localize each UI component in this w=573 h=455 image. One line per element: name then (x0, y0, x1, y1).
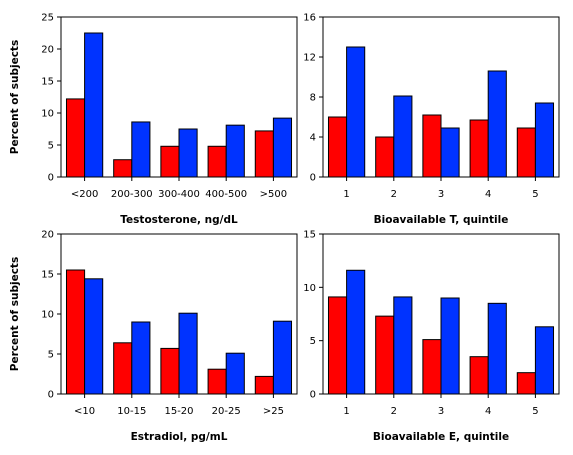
x-tick-label: 2 (391, 189, 397, 200)
y-tick-label: 20 (41, 230, 54, 241)
x-tick-label: 10-15 (117, 406, 146, 417)
y-tick-label: 15 (303, 230, 316, 241)
y-tick-label: 0 (48, 173, 54, 184)
bar-series-b (393, 95, 413, 178)
y-tick-label: 5 (310, 336, 316, 347)
y-tick-label: 0 (310, 173, 316, 184)
plot-frame (60, 16, 298, 178)
chart-panel-3: <10 10-15 15-20 20-25 >25 0 5 10 15 20 Estradiol, … (9, 230, 298, 443)
x-tick-label: 1 (343, 406, 349, 417)
x-tick-label: 200-300 (111, 189, 153, 200)
y-axis-title: Percent of subjects (9, 257, 21, 371)
y-tick-label: 12 (303, 53, 316, 64)
bar-series-b (84, 278, 104, 395)
y-tick-label: 0 (48, 390, 54, 401)
x-tick-label: 5 (532, 406, 538, 417)
x-tick-label: 300-400 (158, 189, 200, 200)
x-tick-label: 1 (343, 189, 349, 200)
bar-series-a (160, 145, 180, 178)
bar-series-a (254, 375, 274, 395)
bar-series-b (346, 46, 366, 178)
x-tick-label: 20-25 (212, 406, 241, 417)
bar-series-a (254, 130, 274, 178)
x-tick-label: 3 (438, 406, 444, 417)
bar-series-a (65, 98, 86, 178)
bar-series-a (65, 269, 86, 395)
x-axis-title: Testosterone, ng/dL (120, 214, 238, 226)
bar-series-a (113, 342, 133, 395)
bar-series-b (272, 117, 293, 178)
y-tick-label: 10 (41, 310, 54, 321)
bar-series-b (440, 127, 460, 178)
bar-series-a (327, 116, 348, 178)
bar-series-a (469, 356, 489, 395)
x-tick-label: 15-20 (164, 406, 193, 417)
y-tick-label: 16 (303, 13, 316, 24)
x-axis-title: Bioavailable T, quintile (374, 214, 509, 226)
y-tick-label: 5 (48, 141, 54, 152)
bar-series-a (469, 119, 489, 178)
plot-frame (322, 233, 560, 395)
bar-series-b (487, 302, 507, 395)
y-tick-label: 8 (310, 93, 316, 104)
y-tick-label: 25 (41, 13, 54, 24)
bar-series-a (160, 347, 180, 395)
y-tick-label: 15 (41, 77, 54, 88)
x-tick-label: >500 (260, 189, 287, 200)
x-tick-label: 4 (485, 406, 491, 417)
y-tick-label: 10 (41, 109, 54, 120)
bar-series-a (516, 127, 536, 178)
bar-series-b (487, 70, 507, 178)
bar-series-b (131, 121, 151, 178)
bar-series-b (225, 352, 245, 395)
x-axis-title: Bioavailable E, quintile (373, 431, 509, 443)
bar-series-b (225, 124, 245, 178)
bar-series-b (346, 269, 366, 395)
bar-series-b (178, 312, 198, 395)
bar-series-a (422, 339, 442, 395)
bar-series-a (375, 136, 395, 178)
bar-series-b (440, 297, 460, 395)
y-axis-title: Percent of subjects (9, 40, 21, 154)
y-tick-label: 5 (48, 350, 54, 361)
y-tick-label: 15 (41, 270, 54, 281)
bar-series-a (207, 368, 227, 395)
bar-series-b (84, 32, 104, 178)
chart-panel-4: 1 2 3 4 5 0 5 10 15 Bioavailable E, quintile (303, 230, 560, 443)
x-tick-label: <10 (74, 406, 95, 417)
bar-series-a (375, 315, 395, 395)
x-tick-label: >25 (263, 406, 284, 417)
chart-panel-1: <200 200-300 300-400 400-500 >500 0 5 10 15 20 25 T… (9, 13, 298, 226)
bar-series-b (178, 128, 198, 178)
y-tick-label: 0 (310, 390, 316, 401)
bar-series-a (516, 372, 536, 395)
bar-series-a (327, 296, 348, 395)
bar-series-a (207, 145, 227, 178)
bar-series-a (422, 114, 442, 178)
bar-series-b (393, 296, 413, 395)
y-tick-label: 10 (303, 283, 316, 294)
bar-series-b (534, 326, 555, 395)
x-tick-label: 5 (532, 189, 538, 200)
x-tick-label: 2 (391, 406, 397, 417)
plot-frame (322, 16, 560, 178)
plot-frame (60, 233, 298, 395)
x-tick-label: 400-500 (205, 189, 247, 200)
x-axis-title: Estradiol, pg/mL (131, 431, 228, 443)
x-tick-label: 4 (485, 189, 491, 200)
bar-series-b (272, 320, 293, 395)
y-tick-label: 20 (41, 45, 54, 56)
bar-series-a (113, 159, 133, 178)
x-tick-label: <200 (71, 189, 98, 200)
y-tick-label: 4 (310, 133, 316, 144)
bar-series-b (534, 102, 555, 178)
bar-series-b (131, 321, 151, 395)
x-tick-label: 3 (438, 189, 444, 200)
